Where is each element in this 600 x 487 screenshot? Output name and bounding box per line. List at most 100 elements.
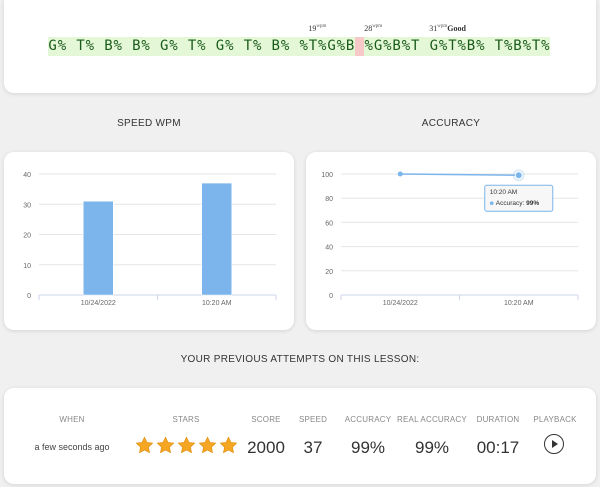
typed-char: B xyxy=(131,37,141,56)
typed-char xyxy=(206,37,216,56)
attempt-duration: 00:17 xyxy=(476,438,520,457)
y-tick-label: 20 xyxy=(325,269,333,276)
typed-char: T xyxy=(75,37,86,56)
typed-char xyxy=(178,37,188,56)
attempt-stars xyxy=(135,436,238,455)
speed-chart-title: SPEED WPM xyxy=(117,118,181,129)
wpm-marker-rating: Good xyxy=(447,24,466,33)
bar xyxy=(83,200,114,296)
star-icon xyxy=(220,436,237,454)
typed-char: G xyxy=(48,37,58,56)
typed-char: T xyxy=(308,37,318,56)
x-tick-label: 10:20 AM xyxy=(504,300,534,307)
typed-char: B xyxy=(391,37,402,56)
y-tick-label: 0 xyxy=(27,293,31,300)
col-head-score: SCORE xyxy=(251,415,281,424)
typed-char: % xyxy=(401,37,411,56)
wpm-marker: 28wpm xyxy=(364,24,382,33)
y-tick-label: 10 xyxy=(23,263,31,270)
col-head-real-accuracy: REAL ACCURACY xyxy=(397,415,467,424)
typed-char: % xyxy=(299,37,309,56)
tooltip-box xyxy=(484,184,554,212)
y-tick-label: 100 xyxy=(321,172,333,179)
typed-char: % xyxy=(382,37,392,56)
attempts-table-card xyxy=(4,388,596,484)
wpm-marker-value: 31 xyxy=(429,24,438,33)
typed-char xyxy=(66,37,76,56)
typed-char: % xyxy=(196,37,207,56)
typed-char: % xyxy=(457,37,467,56)
tooltip-value: 99% xyxy=(526,200,539,207)
col-head-speed: SPEED xyxy=(298,415,328,424)
data-point xyxy=(514,171,523,180)
tooltip-marker xyxy=(489,201,494,206)
typed-char: % xyxy=(364,37,374,56)
typed-char: % xyxy=(224,37,234,56)
typed-char: B xyxy=(466,37,476,56)
series-line xyxy=(400,173,519,176)
col-head-accuracy: ACCURACY xyxy=(344,415,392,424)
bar xyxy=(201,182,232,296)
typed-char: % xyxy=(438,37,448,56)
typed-char: % xyxy=(522,37,532,56)
typed-char: G xyxy=(215,37,225,56)
typed-char: % xyxy=(57,37,67,56)
attempt-speed: 37 xyxy=(303,438,323,457)
tooltip: 10:20 AM Accuracy: 99% xyxy=(484,184,554,212)
typed-char: % xyxy=(140,37,151,56)
typed-char: T xyxy=(531,37,541,56)
y-tick-label: 60 xyxy=(325,220,333,227)
typing-text-line: G% T% B% B% G% T% G% T% B% % T% G% B % G% B% T… xyxy=(48,37,551,56)
playback-button[interactable] xyxy=(544,434,564,454)
typed-char: % xyxy=(336,37,346,56)
y-tick-label: 40 xyxy=(325,245,333,252)
typed-char: B xyxy=(345,37,355,56)
typed-char xyxy=(122,37,132,56)
typed-char: T xyxy=(447,37,458,56)
typed-char: % xyxy=(475,37,485,56)
typed-char xyxy=(261,37,272,56)
star-icon xyxy=(199,436,216,454)
typed-char: G xyxy=(429,37,439,56)
tooltip-series: Accuracy: 99% xyxy=(496,200,540,207)
accuracy-chart-title: ACCURACY xyxy=(421,118,481,129)
accuracy-line-chart: 0 20 40 60 80 100 10/24/2022 10:20 AM 10:20 AM Ac… xyxy=(321,169,579,307)
tooltip-series-sep: : xyxy=(522,200,526,207)
star-icon xyxy=(178,436,195,454)
star-icon xyxy=(157,436,174,454)
typed-char: % xyxy=(540,37,551,56)
y-tick-label: 30 xyxy=(23,202,31,209)
wpm-marker-unit: wpm xyxy=(437,24,448,29)
y-tick-label: 80 xyxy=(325,196,333,203)
typed-char xyxy=(150,37,160,56)
previous-attempts-title: YOUR PREVIOUS ATTEMPTS ON THIS LESSON: xyxy=(180,354,420,365)
col-head-stars: STARS xyxy=(172,415,200,424)
col-head-playback: PLAYBACK xyxy=(533,415,577,424)
tooltip-title: 10:20 AM xyxy=(490,189,517,196)
wpm-marker: 31wpmGood xyxy=(429,24,466,33)
typed-char: % xyxy=(503,37,513,56)
wpm-marker-value: 19 xyxy=(308,24,317,33)
typed-char: % xyxy=(113,37,123,56)
col-head-duration: DURATION xyxy=(476,415,520,424)
typed-char: % xyxy=(252,37,262,56)
x-tick-label: 10:20 AM xyxy=(202,300,232,307)
typed-char: % xyxy=(85,37,95,56)
wpm-marker-unit: wpm xyxy=(372,24,383,29)
typed-char: B xyxy=(271,37,281,56)
wpm-marker: 19wpm xyxy=(308,24,326,33)
y-tick-label: 0 xyxy=(329,293,333,300)
typed-char: G xyxy=(373,37,383,56)
x-tick-label: 10/24/2022 xyxy=(81,300,116,307)
y-tick-label: 40 xyxy=(23,172,31,179)
speed-bar-chart: 0 10 20 30 40 10/24/2022 10:20 AM xyxy=(23,172,277,307)
typed-char xyxy=(289,37,300,56)
typed-char: T xyxy=(494,37,504,56)
attempt-score: 2000 xyxy=(247,438,285,457)
accuracy-chart-card: 0 20 40 60 80 100 10/24/2022 10:20 AM 10:20 AM Ac… xyxy=(306,152,596,330)
attempt-when: a few seconds ago xyxy=(34,442,110,452)
typed-char: T xyxy=(187,37,197,56)
typed-char xyxy=(354,37,365,56)
typed-char xyxy=(419,37,430,56)
wpm-marker-unit: wpm xyxy=(316,24,327,29)
